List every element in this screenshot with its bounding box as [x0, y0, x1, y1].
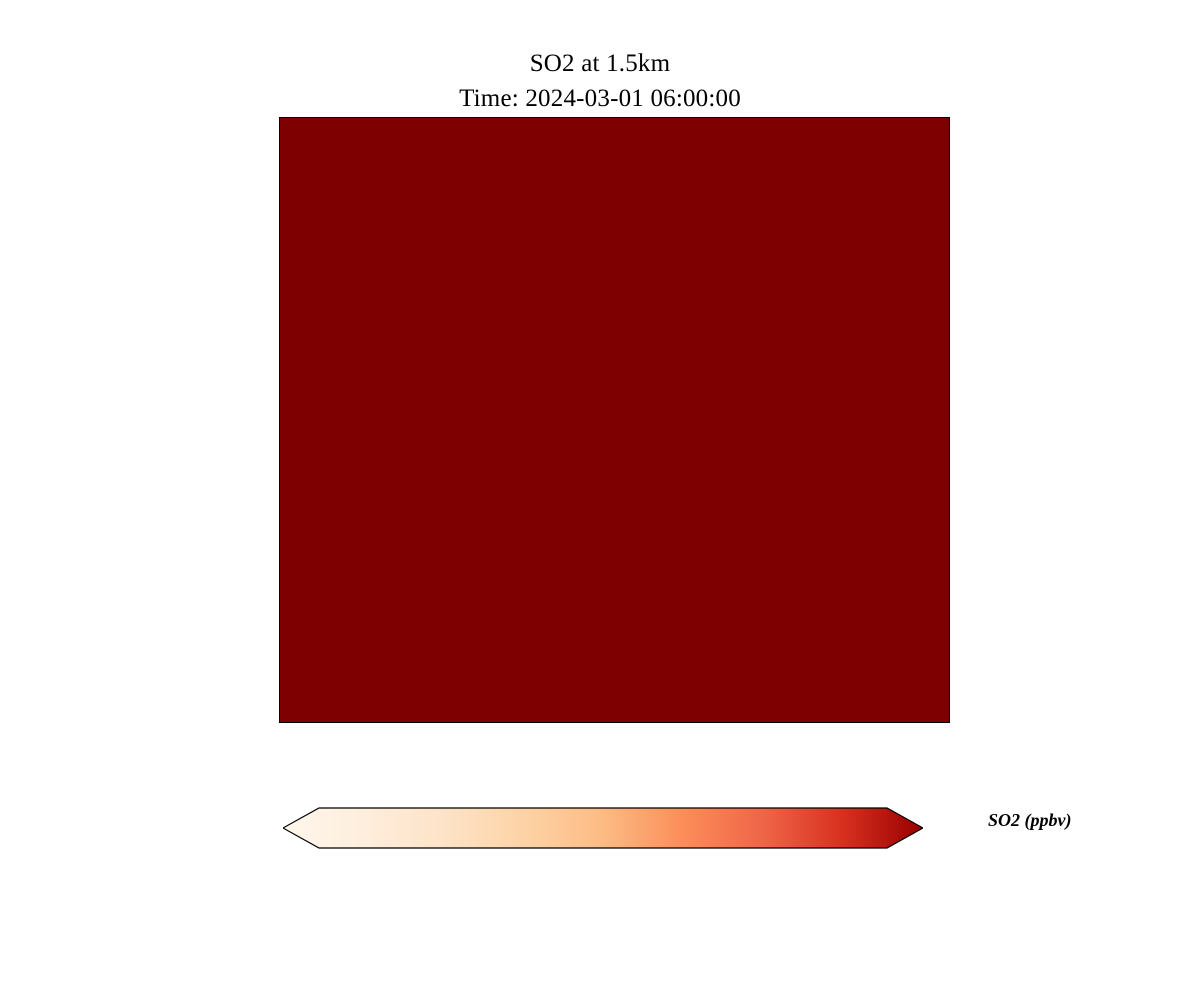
- figure-title: SO2 at 1.5km: [529, 50, 671, 77]
- map-overlay: [280, 118, 949, 722]
- figure-subtitle-time: Time: 2024-03-01 06:00:00: [459, 85, 741, 112]
- figure-title-block: SO2 at 1.5km Time: 2024-03-01 06:00:00: [0, 46, 1200, 116]
- so2-heatmap-field: [280, 118, 949, 722]
- colorbar-gradient: [283, 807, 923, 849]
- map-axes[interactable]: [279, 117, 950, 723]
- colorbar-title: SO2 (ppbv): [988, 810, 1072, 830]
- colorbar[interactable]: [283, 806, 923, 850]
